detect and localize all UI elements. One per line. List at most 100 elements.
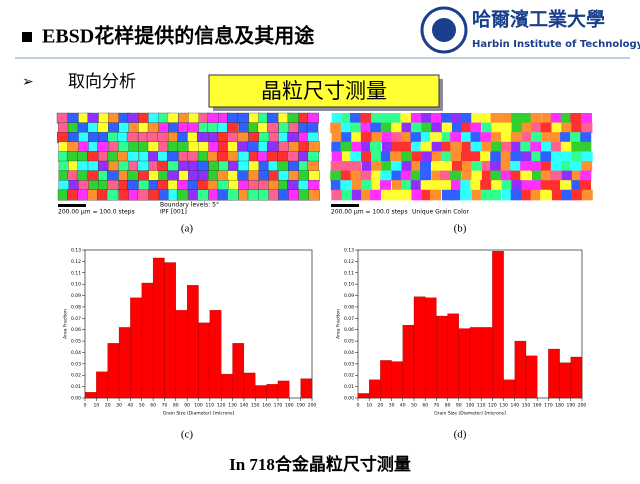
y-tick-label: 0.07 <box>344 316 354 322</box>
grain <box>501 189 513 201</box>
grain <box>66 151 79 163</box>
grain <box>460 151 472 162</box>
grain <box>307 180 320 191</box>
grain <box>307 132 319 143</box>
grain <box>511 180 523 191</box>
grain <box>461 161 473 172</box>
y-tick-label: 0.00 <box>344 396 354 402</box>
grain <box>431 161 443 172</box>
grain <box>217 180 230 191</box>
grain <box>470 151 482 162</box>
grain <box>227 141 239 153</box>
slide-title: EBSD花样提供的信息及其用途 <box>42 24 315 48</box>
x-tick-label: 200 <box>578 403 587 409</box>
grain <box>500 151 512 162</box>
grain <box>370 122 382 134</box>
grain <box>118 141 130 153</box>
grain <box>341 151 353 162</box>
grain <box>500 122 512 134</box>
x-tick-label: 120 <box>488 403 497 409</box>
grain <box>238 180 250 191</box>
grain <box>118 122 130 134</box>
grain <box>490 132 502 143</box>
grain <box>550 180 562 191</box>
grain <box>461 122 473 134</box>
grain <box>196 180 209 191</box>
grain <box>68 180 80 191</box>
grain <box>87 112 99 124</box>
grain <box>361 151 373 162</box>
grain <box>277 160 289 172</box>
grain <box>68 132 80 143</box>
bar <box>503 379 515 399</box>
grain <box>411 189 423 201</box>
grain <box>228 180 240 191</box>
grain <box>87 151 99 163</box>
grain <box>157 160 169 172</box>
grain <box>540 189 552 201</box>
grain <box>441 151 453 162</box>
grain <box>350 113 362 124</box>
x-tick-label: 40 <box>400 403 406 409</box>
grain <box>461 170 473 182</box>
grain <box>87 122 99 134</box>
grain <box>410 132 422 143</box>
grain <box>287 132 299 143</box>
grain <box>137 160 150 172</box>
grain <box>531 151 543 162</box>
grain <box>380 180 392 191</box>
x-tick-label: 140 <box>511 403 520 409</box>
grain <box>581 161 593 172</box>
grain <box>331 113 343 124</box>
grain <box>560 141 572 153</box>
grain <box>560 132 572 143</box>
grain <box>266 151 279 163</box>
y-tick-label: 0.01 <box>71 384 81 390</box>
grain <box>278 170 290 182</box>
grain <box>530 189 542 201</box>
grain <box>331 189 343 201</box>
grain <box>461 141 473 153</box>
bar <box>266 384 279 399</box>
grain <box>227 151 239 163</box>
grain <box>510 189 522 201</box>
grain <box>208 160 220 172</box>
y-tick-label: 0.10 <box>71 282 81 288</box>
grain <box>410 113 422 124</box>
grain <box>401 189 413 201</box>
grain <box>390 161 402 172</box>
grain <box>341 132 353 143</box>
bar <box>559 362 571 399</box>
grain <box>361 180 373 191</box>
grain <box>410 180 422 191</box>
grain <box>450 180 462 191</box>
bar <box>221 373 233 399</box>
grain <box>266 112 279 124</box>
grain <box>511 113 523 124</box>
x-tick-label: 190 <box>567 403 576 409</box>
grain <box>361 189 373 201</box>
grain <box>440 161 452 172</box>
grain <box>520 113 532 124</box>
grain <box>168 122 180 134</box>
grain <box>157 180 169 191</box>
scale-text: 200.00 µm = 100.0 steps <box>58 209 135 216</box>
grain <box>541 132 553 143</box>
bar <box>357 393 370 399</box>
grain <box>77 160 89 172</box>
caption: (c) <box>181 429 194 441</box>
grain <box>561 189 573 201</box>
grain <box>350 151 362 162</box>
grain <box>307 151 320 163</box>
grain <box>178 160 190 172</box>
grain <box>521 132 533 143</box>
grain <box>128 122 140 134</box>
grain <box>237 112 250 124</box>
bar <box>300 378 313 399</box>
x-tick-label: 10 <box>366 403 372 409</box>
grain <box>177 180 189 191</box>
bar <box>413 296 426 399</box>
grain <box>381 132 393 143</box>
grain <box>430 180 442 191</box>
grain <box>490 170 502 182</box>
